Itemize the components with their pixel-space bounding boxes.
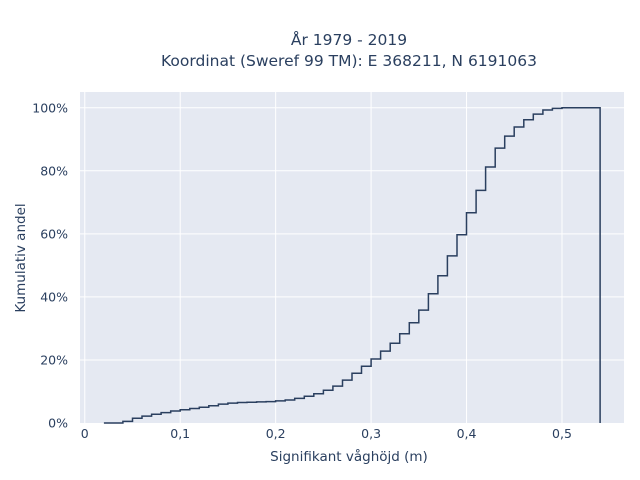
x-tick-label: 0,4: [457, 426, 477, 441]
y-axis-title: Kumulativ andel: [13, 203, 29, 312]
plot-area: [80, 92, 624, 423]
x-tick-labels: 0 0,1 0,2 0,3 0,4 0,5: [81, 426, 572, 441]
x-tick-label: 0,2: [266, 426, 286, 441]
y-tick-label: 80%: [40, 163, 68, 178]
series-layer: [103, 107, 601, 424]
x-tick-label: 0,3: [361, 426, 381, 441]
y-tick-label: 0%: [48, 416, 68, 431]
chart-subtitle: Koordinat (Sweref 99 TM): E 368211, N 61…: [161, 52, 537, 70]
cdf-step-line: [103, 107, 601, 424]
y-tick-labels: 0% 20% 40% 60% 80% 100%: [32, 100, 68, 430]
y-tick-label: 100%: [32, 100, 68, 115]
x-tick-label: 0,5: [552, 426, 572, 441]
chart-title: År 1979 - 2019: [291, 30, 407, 49]
x-tick-label: 0,1: [170, 426, 190, 441]
x-gridlines: [84, 92, 563, 423]
y-tick-label: 40%: [40, 289, 68, 304]
y-tick-label: 20%: [40, 352, 68, 367]
y-tick-label: 60%: [40, 226, 68, 241]
x-axis-title: Signifikant våghöjd (m): [270, 448, 428, 465]
y-gridlines: [80, 107, 624, 361]
x-tick-label: 0: [81, 426, 89, 441]
